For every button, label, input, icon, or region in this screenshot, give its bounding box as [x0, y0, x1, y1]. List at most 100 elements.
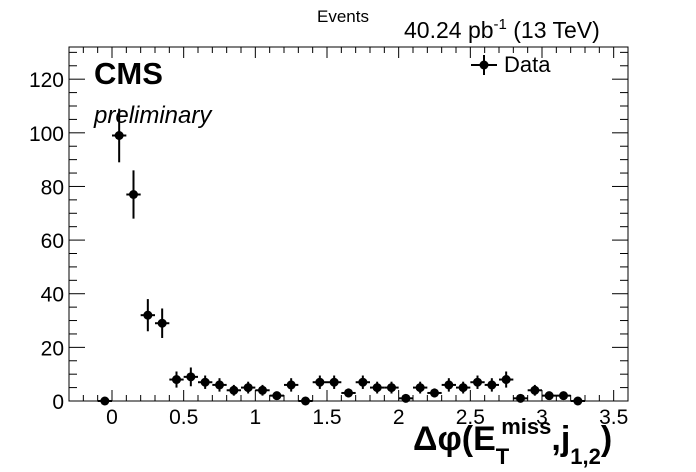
- data-point: [284, 378, 299, 392]
- y-tick-label: 120: [29, 69, 64, 92]
- data-point: [413, 381, 428, 394]
- x-axis-label-sub2: 1,2: [570, 444, 601, 469]
- data-point: [327, 375, 342, 389]
- x-axis-label-end: ): [601, 420, 612, 458]
- data-point: [255, 384, 270, 396]
- data-point-marker: [229, 385, 239, 395]
- y-tick-label: 60: [41, 230, 64, 253]
- data-point-marker: [129, 190, 138, 199]
- data-point-marker: [172, 375, 181, 385]
- data-point: [298, 396, 313, 406]
- data-point: [384, 381, 399, 394]
- x-tick-label: 3.5: [599, 406, 628, 429]
- cms-label: CMS: [94, 56, 163, 91]
- y-tick-label: 40: [41, 284, 64, 307]
- data-point: [341, 388, 356, 398]
- data-point-marker: [444, 380, 454, 390]
- data-markers: [97, 108, 585, 406]
- data-point-marker: [215, 380, 224, 390]
- x-tick-label: 1: [249, 406, 261, 429]
- data-point-marker: [501, 375, 511, 385]
- data-point-marker: [358, 377, 368, 387]
- data-point-marker: [458, 383, 468, 393]
- data-point: [570, 396, 585, 406]
- y-tick-label: 20: [41, 337, 64, 360]
- y-axis-label: Events: [317, 7, 369, 26]
- data-point: [155, 308, 170, 338]
- data-point-marker: [372, 383, 382, 393]
- data-point: [427, 388, 442, 398]
- data-point: [269, 391, 284, 401]
- data-point-marker: [243, 383, 253, 393]
- legend-entry-data: Data: [504, 52, 551, 77]
- data-point: [355, 375, 370, 389]
- y-tick-label: 80: [41, 176, 64, 199]
- data-point-marker: [186, 372, 196, 382]
- x-tick-label: 2: [393, 406, 405, 429]
- data-point-marker: [100, 396, 110, 406]
- data-point: [241, 381, 256, 394]
- axis-tick-labels: 0 0.5 1 1.5 2 2.5 3 3.5 0 20 40 60 80 100 120: [29, 69, 628, 429]
- data-point-marker: [473, 377, 482, 387]
- data-point: [398, 393, 413, 403]
- data-point-marker: [559, 391, 568, 401]
- legend: Data: [471, 52, 551, 77]
- data-point-marker: [415, 383, 425, 393]
- data-point: [212, 378, 227, 392]
- data-point: [556, 391, 571, 401]
- data-point-marker: [157, 318, 167, 328]
- data-point-marker: [301, 396, 310, 406]
- data-point: [198, 375, 213, 389]
- data-point: [126, 170, 141, 219]
- data-point: [140, 299, 155, 332]
- data-point: [527, 384, 542, 396]
- data-point: [97, 396, 112, 406]
- data-point-marker: [401, 393, 411, 403]
- preliminary-label: preliminary: [93, 102, 213, 129]
- x-axis-label-main: Δφ(E: [413, 420, 496, 458]
- data-point-marker: [114, 131, 124, 140]
- x-axis-label: Δφ(ETmiss,j1,2): [413, 414, 612, 469]
- data-point: [183, 367, 198, 387]
- x-tick-label: 1.5: [312, 406, 341, 429]
- x-tick-label: 3: [536, 406, 548, 429]
- data-point: [226, 384, 241, 396]
- data-point: [441, 378, 456, 392]
- data-point-marker: [143, 310, 153, 320]
- data-point: [470, 375, 485, 389]
- data-point-marker: [573, 396, 583, 406]
- lumi-unit-sup: -1: [494, 16, 507, 33]
- data-point: [499, 371, 514, 388]
- data-point-marker: [544, 391, 554, 401]
- y-tick-label: 0: [52, 391, 64, 414]
- data-point-marker: [200, 377, 210, 387]
- data-point-marker: [387, 383, 396, 393]
- lumi-label: 40.24 pb-1 (13 TeV): [404, 16, 600, 43]
- data-point-marker: [286, 380, 296, 390]
- data-point-marker: [516, 393, 525, 403]
- x-tick-label: 0: [106, 406, 118, 429]
- data-point: [370, 381, 385, 394]
- x-tick-label: 2.5: [456, 406, 485, 429]
- x-axis-label-mid: ,j: [551, 420, 570, 458]
- data-point: [112, 108, 127, 163]
- data-point: [456, 381, 471, 394]
- data-point: [312, 375, 327, 389]
- data-point-marker: [258, 385, 267, 395]
- data-point: [513, 393, 528, 403]
- data-point: [169, 371, 184, 388]
- data-point: [484, 378, 499, 392]
- data-point-marker: [272, 391, 282, 401]
- x-axis-label-sup: miss: [501, 414, 551, 439]
- axis-ticks: [68, 47, 629, 402]
- x-axis-label-sub: T: [496, 444, 510, 469]
- data-point-marker: [315, 377, 325, 387]
- data-point-marker: [430, 388, 439, 398]
- y-tick-label: 100: [29, 123, 64, 146]
- data-point-marker: [530, 385, 540, 395]
- x-tick-label: 0.5: [169, 406, 198, 429]
- plot-frame: [68, 46, 629, 402]
- data-point-marker: [487, 380, 497, 390]
- data-point-marker: [329, 377, 339, 387]
